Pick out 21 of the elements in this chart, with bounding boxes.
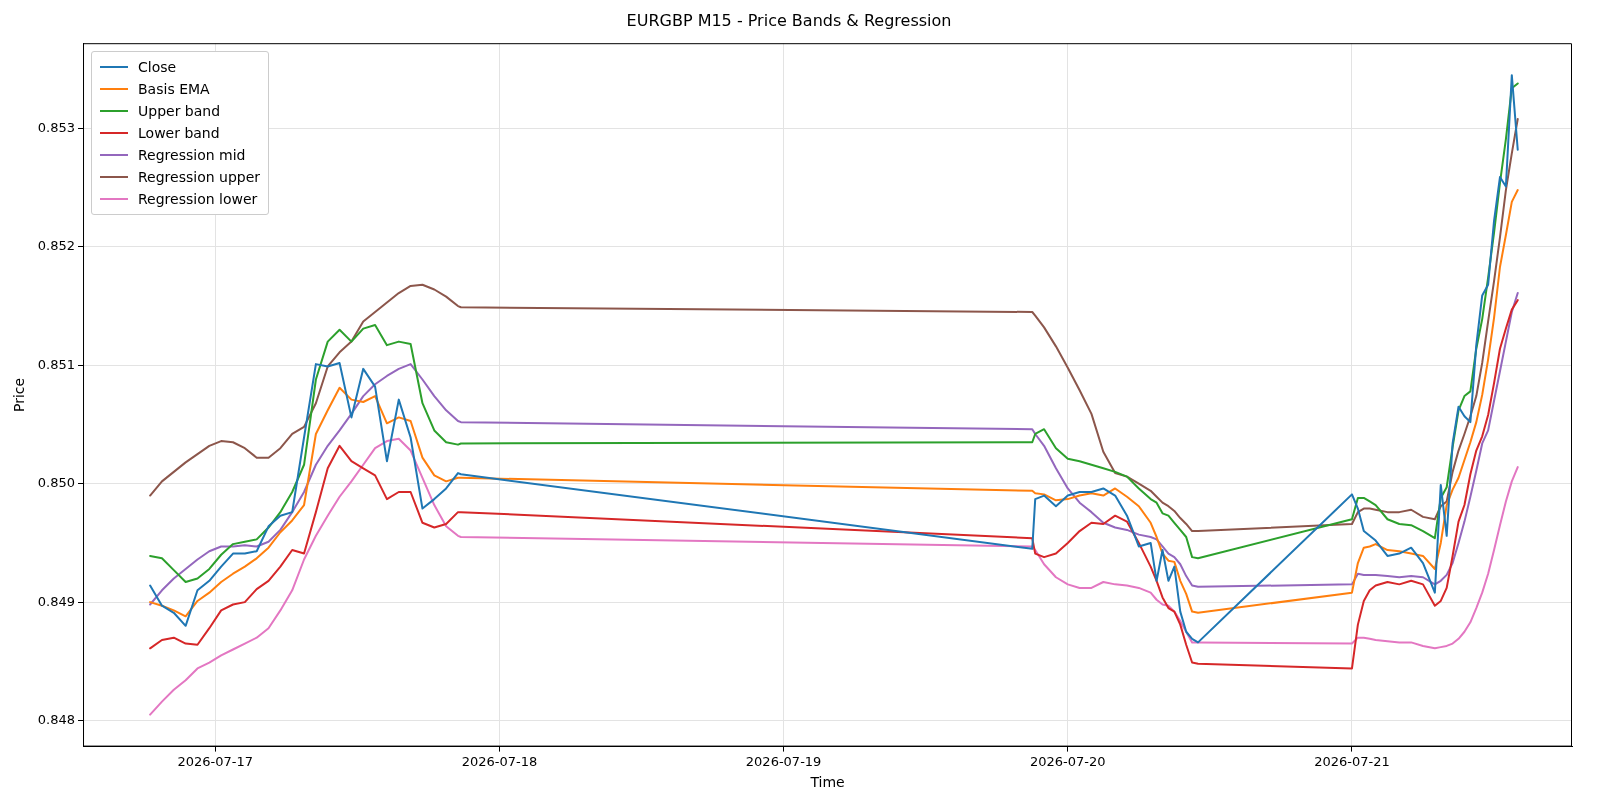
y-tick-label: 0.852 (37, 238, 76, 254)
legend-label: Regression lower (138, 191, 258, 208)
x-tick-label: 2026-07-17 (177, 753, 254, 769)
y-tick-label: 0.850 (37, 475, 76, 491)
x-tick-label: 2026-07-18 (461, 753, 538, 769)
x-tick-label: 2026-07-20 (1030, 753, 1106, 769)
legend-label: Regression mid (138, 147, 246, 164)
y-tick-label: 0.848 (37, 711, 76, 727)
x-tick-label: 2026-07-21 (1314, 753, 1390, 769)
legend-label: Upper band (138, 103, 221, 120)
y-axis-title: Price (11, 377, 28, 412)
legend-label: Lower band (138, 125, 220, 142)
y-tick-label: 0.853 (37, 119, 76, 135)
legend-label: Close (138, 59, 177, 76)
y-tick-label: 0.849 (37, 593, 76, 609)
legend-label: Basis EMA (138, 81, 210, 98)
x-tick-label: 2026-07-19 (745, 753, 822, 769)
legend-label: Regression upper (138, 169, 261, 186)
x-axis-title: Time (809, 774, 845, 791)
y-tick-label: 0.851 (37, 356, 76, 372)
chart-title: EURGBP M15 - Price Bands & Regression (626, 10, 952, 30)
